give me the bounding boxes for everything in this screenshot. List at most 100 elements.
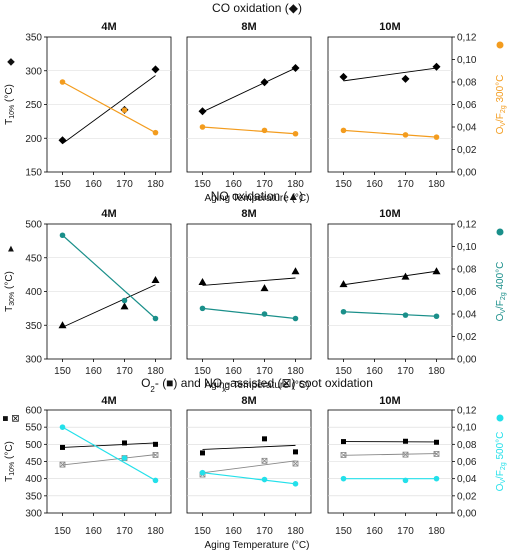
data-point-circle (59, 424, 66, 430)
y2-tick-label: 0,10 (457, 55, 477, 66)
data-point-circle (59, 79, 66, 85)
data-point-xsquare-box (402, 451, 409, 458)
trend-line (343, 311, 437, 317)
data-point-square (60, 444, 65, 450)
y-tick-label: 150 (25, 168, 42, 179)
chart-title: NO oxidation (▲) (211, 189, 304, 203)
data-point-xsquare (59, 461, 66, 468)
series-circle-8M (199, 305, 299, 322)
chart-title-part: - (■) and NO (155, 376, 222, 390)
y-tick-label: 450 (25, 457, 42, 468)
y-axis-left: 300 350 400 450 500 (25, 220, 47, 366)
data-point-circle (121, 107, 128, 113)
y-axis-title-sub: 30% (9, 292, 16, 306)
y-axis-title-sub: 10% (9, 105, 16, 119)
y-tick-label: 500 (25, 440, 42, 451)
y2-axis-title-part: 300°C (495, 75, 506, 106)
panel-label: 8M (241, 395, 256, 407)
panel-8M: 8M 150 160 170 180 (186, 395, 312, 537)
y2-axis-title-part: 2g (500, 292, 507, 300)
x-tick-label: 160 (225, 366, 242, 377)
x-tick-label: 160 (85, 366, 102, 377)
data-point-circle (261, 476, 268, 483)
x-axis-title: Aging Temperature (°C) (205, 540, 310, 550)
x-tick-label: 170 (256, 179, 273, 190)
x-axis-title: Aging Temperature (°C) (205, 193, 310, 204)
series-diamond-4M (58, 65, 160, 145)
y-axis-marker-symbol: ◆ (7, 57, 15, 68)
x-tick-label: 150 (194, 366, 211, 377)
y-tick-label: 350 (25, 33, 42, 44)
y-axis-title-unit: (°C) (4, 84, 15, 105)
x-tick-label: 170 (397, 179, 414, 190)
y2-axis-title: OV/F2g 500°C (495, 432, 507, 492)
panel-label: 4M (101, 395, 116, 407)
y2-tick-label: 0,02 (457, 145, 477, 156)
panel-label: 8M (241, 208, 256, 220)
series-circle-4M (59, 79, 159, 136)
y2-tick-label: 0,00 (457, 168, 477, 179)
trend-line (62, 442, 156, 448)
y-tick-label: 300 (25, 66, 42, 77)
panel-10M: 10M 150 160 170 180 (327, 21, 453, 190)
chart-title: O2- (■) and NOx-assisted (⊠) soot oxidat… (141, 376, 373, 394)
data-point-diamond (198, 107, 207, 116)
y-axis-title-unit: (°C) (4, 441, 15, 462)
chart-title-part: -assisted (⊠) soot oxidation (226, 376, 373, 390)
x-tick-label: 160 (366, 366, 383, 377)
x-tick-label: 160 (366, 526, 383, 537)
y2-axis-title-part: 2g (500, 462, 507, 470)
data-point-diamond (339, 72, 348, 81)
data-point-xsquare-cross (340, 452, 347, 458)
x-tick-label: 180 (287, 179, 304, 190)
y2-tick-label: 0,02 (457, 332, 477, 343)
data-point-xsquare-cross (292, 460, 299, 467)
data-point-circle (152, 477, 159, 484)
y-tick-label: 300 (25, 355, 42, 366)
chart-row-1: CO oxidation (◆) 4M 150 160 170 180 8M 150 160 17… (4, 1, 507, 204)
y-axis-marker-symbol: ■ ⊠ (2, 414, 19, 425)
y2-tick-label: 0,00 (457, 509, 477, 520)
panel-10M: 10M 150 160 170 180 (327, 208, 453, 377)
chart-title: CO oxidation (◆) (212, 1, 302, 15)
y2-tick-label: 0,04 (457, 123, 477, 134)
data-point-circle (121, 455, 128, 461)
data-point-xsquare-cross (433, 451, 440, 457)
series-circle-10M (340, 127, 440, 140)
series-triangle-4M (58, 276, 160, 329)
y2-axis-title-part: V (500, 479, 507, 484)
x-tick-label: 180 (428, 366, 445, 377)
x-tick-label: 180 (287, 526, 304, 537)
data-point-square (341, 439, 346, 445)
data-point-xsquare (433, 451, 440, 457)
panel-8M: 8M 150 160 170 180 (186, 21, 312, 190)
x-tick-label: 150 (194, 526, 211, 537)
data-point-circle (402, 132, 409, 138)
trend-line (62, 426, 156, 481)
data-point-circle (152, 315, 159, 322)
series-triangle-8M (198, 267, 300, 292)
panel-10M: 10M 150 160 170 180 (327, 395, 453, 537)
series-circle-8M (199, 124, 299, 137)
data-point-triangle (432, 267, 441, 275)
y2-tick-label: 0,12 (457, 220, 477, 231)
y-tick-label: 550 (25, 423, 42, 434)
data-point-circle (340, 127, 347, 134)
data-point-xsquare (292, 460, 299, 467)
data-point-triangle (151, 276, 160, 284)
trend-line (202, 67, 296, 113)
y-axis-right: 0,00 0,02 0,04 0,06 0,08 0,10 0,12 (452, 220, 477, 366)
x-tick-label: 180 (147, 526, 164, 537)
data-point-diamond (401, 74, 410, 83)
y-tick-label: 400 (25, 474, 42, 485)
data-point-triangle (198, 278, 207, 286)
y2-axis-title-part: /F (495, 113, 506, 122)
y-tick-label: 600 (25, 406, 42, 417)
y-axis-title-base: T (4, 119, 15, 125)
y2-axis-title-part: 400°C (495, 262, 506, 293)
y2-axis-title: OV/F2g 400°C (495, 262, 507, 322)
chart-title-part: 2 (150, 385, 155, 394)
y-axis-title: T30% (°C) (4, 271, 16, 312)
y2-axis-title-part: 500°C (495, 432, 506, 463)
